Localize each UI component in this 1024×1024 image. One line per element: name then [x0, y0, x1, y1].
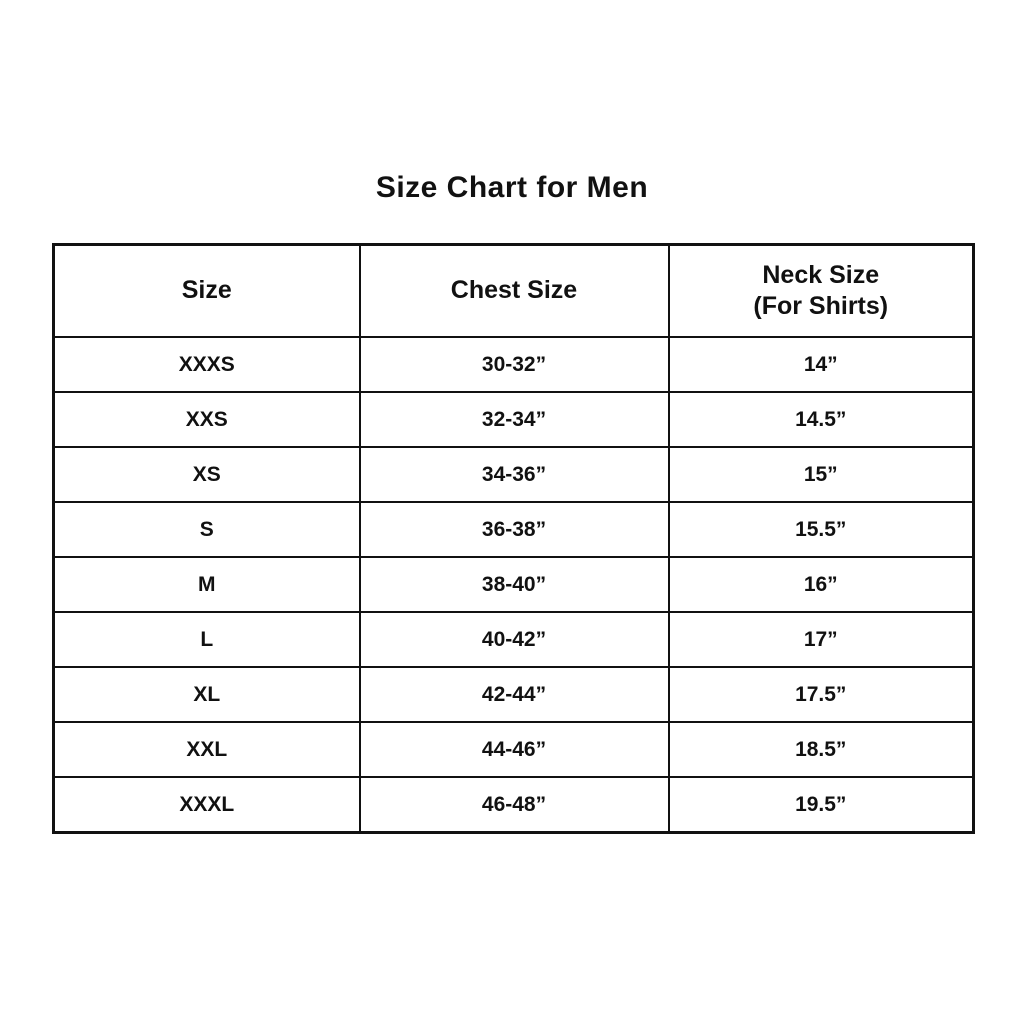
table-row: XS 34-36” 15” [52, 446, 975, 503]
cell-chest-size: 32-34” [358, 391, 670, 448]
cell-size: XXXL [52, 776, 361, 834]
cell-neck-size: 14” [667, 336, 975, 393]
cell-size: S [52, 501, 361, 558]
cell-size: M [52, 556, 361, 613]
cell-neck-size: 16” [667, 556, 975, 613]
cell-neck-size: 15.5” [667, 501, 975, 558]
cell-size: L [52, 611, 361, 668]
size-chart-table: Size Chest Size Neck Size (For Shirts) X… [52, 243, 975, 834]
cell-chest-size: 46-48” [358, 776, 670, 834]
header-cell-size: Size [52, 243, 361, 338]
cell-chest-size: 44-46” [358, 721, 670, 778]
header-neck-size-label: Neck Size [762, 260, 880, 289]
cell-chest-size: 38-40” [358, 556, 670, 613]
header-neck-size-sublabel: (For Shirts) [753, 292, 889, 320]
table-header-row: Size Chest Size Neck Size (For Shirts) [52, 243, 975, 338]
cell-size: XXL [52, 721, 361, 778]
cell-neck-size: 15” [667, 446, 975, 503]
cell-size: XL [52, 666, 361, 723]
table-row: S 36-38” 15.5” [52, 501, 975, 558]
cell-chest-size: 30-32” [358, 336, 670, 393]
table-row: L 40-42” 17” [52, 611, 975, 668]
cell-chest-size: 36-38” [358, 501, 670, 558]
table-row: XXXS 30-32” 14” [52, 336, 975, 393]
cell-neck-size: 14.5” [667, 391, 975, 448]
table-row: M 38-40” 16” [52, 556, 975, 613]
table-row: XXS 32-34” 14.5” [52, 391, 975, 448]
cell-neck-size: 17.5” [667, 666, 975, 723]
table-row: XXL 44-46” 18.5” [52, 721, 975, 778]
cell-size: XS [52, 446, 361, 503]
cell-chest-size: 34-36” [358, 446, 670, 503]
header-cell-chest-size: Chest Size [358, 243, 670, 338]
cell-chest-size: 42-44” [358, 666, 670, 723]
page-title: Size Chart for Men [375, 171, 649, 204]
cell-size: XXXS [52, 336, 361, 393]
cell-neck-size: 19.5” [667, 776, 975, 834]
header-cell-neck-size: Neck Size (For Shirts) [667, 243, 975, 338]
cell-neck-size: 18.5” [667, 721, 975, 778]
cell-neck-size: 17” [667, 611, 975, 668]
table-row: XXXL 46-48” 19.5” [52, 776, 975, 834]
cell-size: XXS [52, 391, 361, 448]
table-row: XL 42-44” 17.5” [52, 666, 975, 723]
cell-chest-size: 40-42” [358, 611, 670, 668]
